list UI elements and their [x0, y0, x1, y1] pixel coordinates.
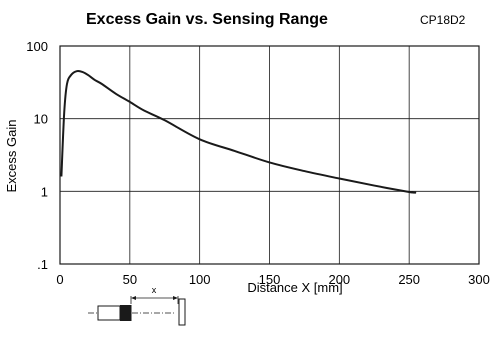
- excess-gain-line: [60, 70, 417, 194]
- chart-title: Excess Gain vs. Sensing Range: [86, 11, 328, 28]
- target-reflector: [178, 298, 186, 326]
- sensor-diagram: x: [88, 285, 186, 326]
- x-tick-label: 100: [189, 272, 211, 287]
- x-tick-labels: 0 50 100 150 200 250 300: [56, 272, 489, 287]
- x-axis-label: Distance X [mm]: [247, 280, 342, 295]
- y-tick-label: 10: [34, 112, 48, 127]
- x-tick-label: 50: [123, 272, 137, 287]
- x-tick-label: 300: [468, 272, 490, 287]
- y-tick-label: .1: [37, 257, 48, 272]
- grid-lines: [60, 46, 479, 264]
- y-tick-labels: .1 1 10 100: [26, 39, 48, 272]
- y-axis-label: Excess Gain: [4, 120, 19, 193]
- y-tick-label: 1: [41, 184, 48, 199]
- x-tick-label: 250: [398, 272, 420, 287]
- model-label: CP18D2: [420, 13, 466, 27]
- x-tick-label: 200: [328, 272, 350, 287]
- y-tick-label: 100: [26, 39, 48, 54]
- x-tick-label: 0: [56, 272, 63, 287]
- distance-marker-label: x: [152, 285, 157, 295]
- x-tick-label: 150: [259, 272, 281, 287]
